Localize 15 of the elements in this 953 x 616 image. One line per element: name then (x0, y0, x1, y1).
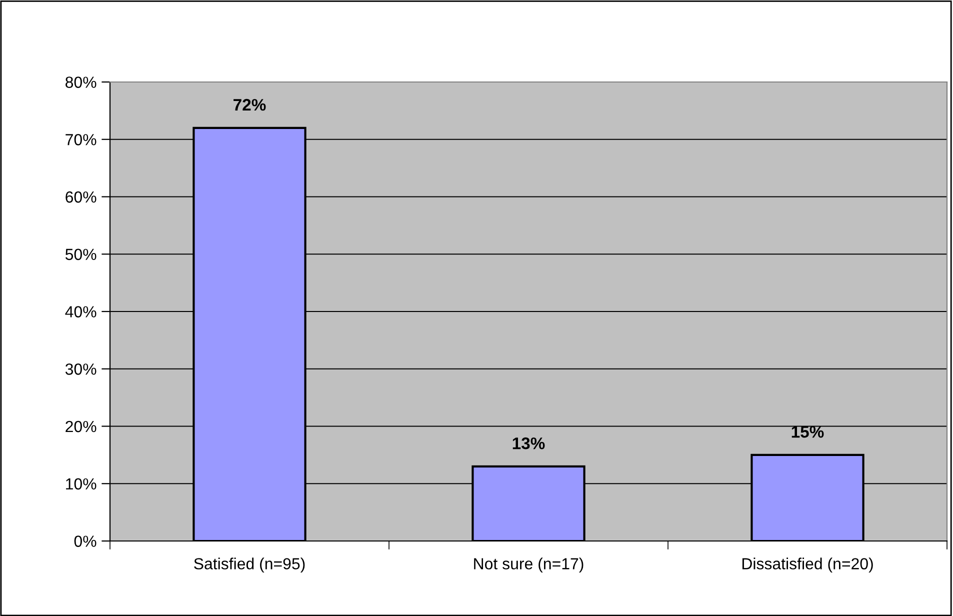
y-tick-label: 80% (66, 76, 96, 88)
y-tick-label: 0% (74, 536, 96, 547)
data-label: 13% (512, 437, 545, 450)
y-tick-label: 30% (65, 364, 96, 375)
x-tick-label: Dissatisfied (n=20) (742, 558, 873, 573)
y-tick-label: 20% (66, 420, 96, 432)
y-tick-label: 70% (66, 134, 96, 146)
x-tick-label: Not sure (n=17) (474, 558, 584, 573)
data-label: 72% (234, 98, 266, 111)
data-label: 15% (792, 426, 824, 438)
y-tick-label: 50% (65, 248, 96, 260)
y-tick-label: 60% (66, 191, 96, 203)
y-tick-label: 40% (65, 306, 96, 318)
x-tick-label: Satisfied (n=95) (194, 558, 305, 573)
y-tick-label: 10% (66, 478, 96, 490)
